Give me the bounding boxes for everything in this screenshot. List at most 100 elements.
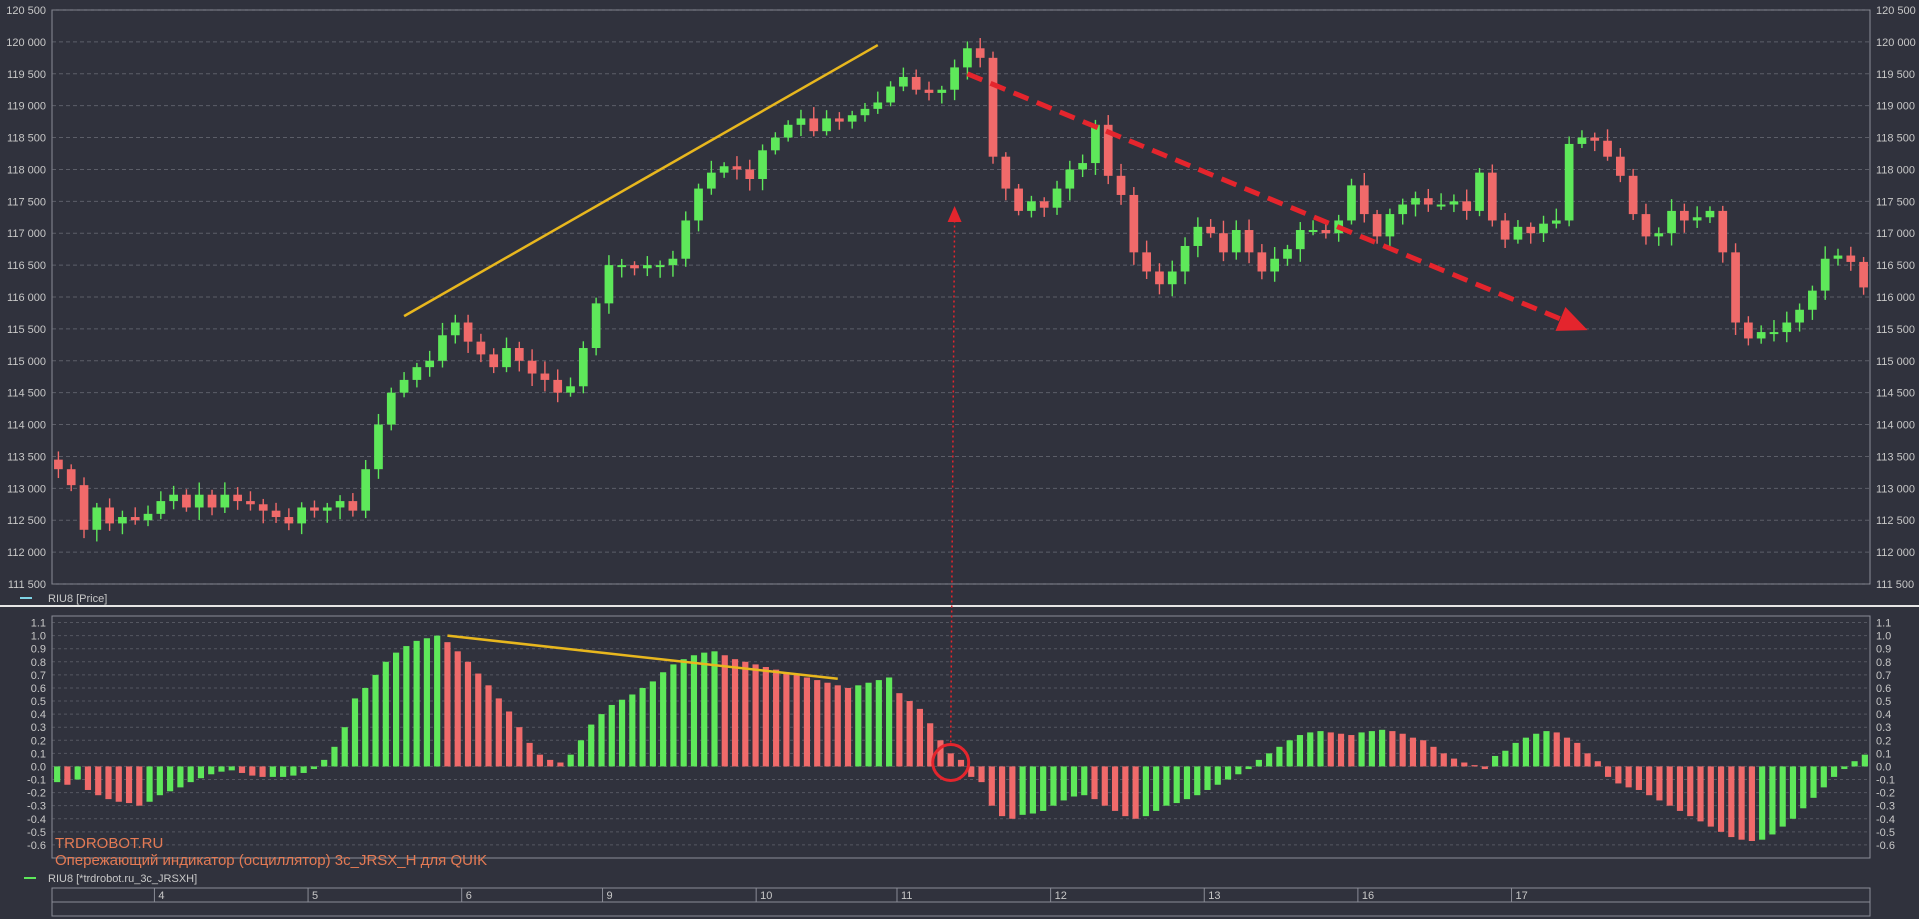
osc-bar (670, 664, 677, 767)
osc-tick-label-left: -0.6 (27, 840, 46, 852)
candle-body (1513, 226, 1523, 240)
watermark-brand: TRDROBOT.RU (55, 835, 163, 852)
candle-body (322, 507, 332, 511)
osc-bar (793, 674, 800, 767)
candle-body (1718, 210, 1728, 253)
osc-tick-label-left: 0.4 (31, 709, 46, 721)
price-tick-label-right: 111 500 (1876, 579, 1914, 591)
osc-tick-label-left: 0.7 (31, 670, 46, 682)
time-axis-label: 11 (901, 890, 912, 902)
candle-body (860, 108, 870, 116)
candle-body (130, 517, 140, 521)
osc-bar (1512, 742, 1519, 767)
candle-body (1731, 252, 1740, 323)
time-axis-label: 17 (1516, 890, 1528, 902)
candle-body (681, 220, 691, 259)
candle-body (1423, 198, 1433, 205)
osc-bar (577, 740, 585, 767)
price-trendline-2 (966, 71, 1571, 325)
candle-body (1859, 261, 1868, 288)
osc-bar (238, 766, 246, 773)
candle-body (975, 48, 985, 58)
candle-body (463, 322, 473, 342)
osc-tick-label-left: -0.3 (27, 801, 46, 813)
osc-bar (978, 766, 985, 783)
price-tick-label-left: 117 000 (7, 228, 46, 240)
osc-bar (588, 724, 595, 767)
osc-bar (1851, 761, 1858, 767)
osc-bar (1563, 737, 1571, 767)
time-axis-label: 10 (760, 890, 772, 902)
osc-tick-label-right: -0.5 (1876, 827, 1895, 839)
osc-bar (598, 714, 605, 767)
osc-bar (167, 766, 174, 792)
osc-bar (1153, 766, 1160, 811)
osc-bar (999, 766, 1006, 817)
candle-body (1820, 258, 1830, 291)
osc-bar (1337, 733, 1345, 767)
osc-bar (1142, 766, 1149, 817)
osc-bar (362, 687, 369, 767)
candle-body (527, 360, 537, 374)
price-tick-label-left: 115 500 (7, 324, 46, 336)
osc-bar (1224, 766, 1232, 780)
osc-bar (886, 677, 893, 767)
candle-body (1756, 332, 1766, 339)
osc-bar (1605, 766, 1612, 777)
osc-bar (844, 687, 852, 767)
candle-body (1846, 255, 1856, 262)
candle-body (1231, 230, 1241, 253)
price-tick-label-right: 113 000 (1876, 483, 1915, 495)
candle-body (1193, 226, 1203, 246)
candle-body (1283, 249, 1292, 259)
candle-body (271, 510, 281, 518)
osc-bar (1111, 766, 1119, 811)
candle-body (1398, 204, 1408, 215)
candle-body (642, 265, 652, 269)
candle-body (310, 507, 319, 511)
osc-bar (536, 754, 543, 767)
candle-body (54, 459, 63, 470)
osc-bar (1245, 766, 1252, 770)
osc-bar (393, 652, 400, 767)
osc-bar (351, 698, 359, 767)
candle-body (207, 494, 217, 508)
osc-bar (1502, 750, 1509, 767)
osc-bar (269, 766, 276, 777)
osc-bar (937, 740, 944, 767)
time-axis-label: 9 (607, 890, 613, 902)
candle-body (1219, 233, 1228, 253)
osc-bar (752, 664, 759, 767)
osc-bar (1183, 766, 1191, 800)
osc-bar (1481, 766, 1488, 770)
candle-body (1155, 271, 1164, 285)
osc-bar (1101, 766, 1108, 806)
price-trendline-1 (403, 43, 879, 318)
candle-body (1680, 210, 1689, 221)
candle-body (1628, 175, 1638, 215)
osc-bar (567, 754, 574, 767)
candle-body (1744, 322, 1753, 339)
candle-body (297, 507, 307, 524)
osc-bar (834, 685, 841, 767)
osc-bar (1379, 729, 1386, 767)
osc-bar (783, 672, 790, 767)
oscillator-legend: RIU8 [*trdrobot.ru_3c_JRSXH] (48, 873, 197, 885)
osc-bar (1522, 737, 1529, 767)
price-tick-label-right: 117 000 (1876, 228, 1915, 240)
osc-tick-label-right: 0.2 (1876, 735, 1891, 747)
candle-body (194, 494, 204, 508)
price-tick-label-left: 112 000 (7, 547, 46, 559)
osc-bar (218, 766, 225, 772)
osc-bar (865, 682, 872, 767)
osc-bar (1440, 753, 1447, 767)
osc-bar (1204, 766, 1211, 790)
price-tick-label-right: 113 500 (1876, 451, 1915, 463)
osc-tick-label-left: 1.0 (31, 631, 46, 643)
osc-bar (54, 766, 61, 783)
osc-bar (1091, 766, 1098, 800)
osc-bar (1748, 766, 1755, 841)
candle-body (348, 501, 358, 511)
osc-bar (403, 646, 410, 767)
candle-body (1027, 201, 1036, 211)
